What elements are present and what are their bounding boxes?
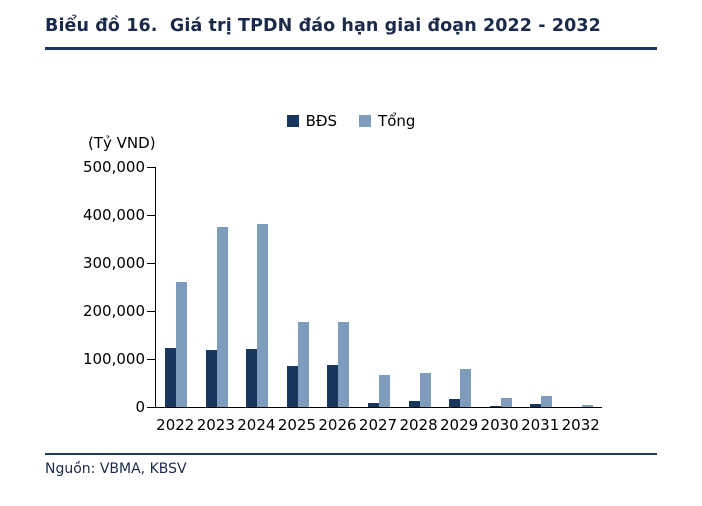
bar-Tổng-2028: [419, 373, 431, 407]
y-tick-label: 400,000: [82, 206, 145, 224]
y-tick-mark: [147, 166, 156, 168]
bar-group-2027: [359, 167, 400, 407]
bar-group-2031: [521, 167, 562, 407]
y-tick-label: 500,000: [82, 158, 145, 176]
bar-Tổng-2024: [257, 224, 269, 407]
y-tick-mark: [147, 310, 156, 312]
x-tick-label: 2029: [440, 416, 479, 434]
x-tick-label: 2025: [277, 416, 316, 434]
legend-label-bds: BĐS: [305, 112, 338, 130]
y-tick-label: 100,000: [82, 350, 145, 368]
bar-Tổng-2025: [297, 322, 309, 407]
y-tick-label: 200,000: [82, 302, 145, 320]
y-axis-unit-label: (Tỷ VND): [88, 134, 156, 152]
bar-Tổng-2027: [379, 375, 390, 407]
y-tick-mark: [147, 406, 156, 408]
x-tick-label: 2028: [399, 416, 438, 434]
bar-BĐS-2030: [489, 406, 501, 407]
plot-area: [147, 166, 602, 408]
y-tick-mark: [147, 358, 156, 360]
legend-label-tong: Tổng: [378, 112, 416, 130]
chart-title: Biểu đồ 16. Giá trị TPDN đáo hạn giai đo…: [45, 16, 601, 36]
chart-legend: BĐS Tổng: [0, 112, 702, 130]
bar-group-2022: [156, 167, 197, 407]
bar-Tổng-2026: [338, 322, 350, 407]
bar-BĐS-2026: [327, 365, 339, 407]
x-tick-label: 2031: [521, 416, 560, 434]
bar-BĐS-2031: [530, 404, 542, 407]
x-tick-label: 2026: [318, 416, 357, 434]
bar-Tổng-2029: [460, 369, 472, 407]
legend-item-tong: Tổng: [359, 112, 415, 130]
bar-BĐS-2029: [449, 399, 461, 407]
bar-BĐS-2024: [246, 349, 258, 407]
bar-group-2024: [237, 167, 278, 407]
x-tick-label: 2024: [237, 416, 276, 434]
bar-Tổng-2030: [500, 398, 512, 407]
x-tick-label: 2027: [358, 416, 398, 434]
bar-Tổng-2031: [541, 396, 553, 407]
y-axis: 0 100,000 200,000 300,000 400,000 500,000: [50, 158, 155, 416]
y-tick-mark: [147, 262, 156, 264]
bar-Tổng-2022: [176, 282, 188, 407]
source-note: Nguồn: VBMA, KBSV: [45, 461, 187, 477]
x-axis: 2022 2023 2024 2025 2026 2027 2028 2029 2030 2031…: [155, 416, 601, 434]
x-tick-label: 2023: [196, 416, 235, 434]
bar-group-2023: [197, 167, 238, 407]
bar-group-2028: [399, 167, 440, 407]
x-tick-label: 2032: [561, 416, 600, 434]
x-tick-label: 2022: [156, 416, 195, 434]
bar-group-2032: [561, 167, 602, 407]
y-tick-mark: [147, 214, 156, 216]
y-tick-label: 0: [135, 398, 145, 416]
legend-item-bds: BĐS: [286, 112, 338, 130]
title-divider: [45, 47, 657, 50]
bar-BĐS-2027: [368, 403, 379, 407]
legend-swatch-bds: [286, 115, 299, 127]
bar-Tổng-2023: [216, 227, 228, 407]
x-tick-label: 2030: [480, 416, 519, 434]
legend-swatch-tong: [359, 115, 372, 127]
bar-Tổng-2032: [581, 405, 593, 407]
y-tick-label: 300,000: [82, 254, 145, 272]
footer-divider: [45, 453, 657, 455]
bar-group-2026: [318, 167, 359, 407]
bar-group-2025: [278, 167, 319, 407]
bar-BĐS-2023: [205, 350, 217, 407]
bar-BĐS-2028: [408, 401, 420, 407]
bar-BĐS-2022: [165, 348, 177, 407]
bar-group-2029: [440, 167, 481, 407]
bar-group-2030: [480, 167, 521, 407]
bar-BĐS-2025: [286, 366, 298, 407]
